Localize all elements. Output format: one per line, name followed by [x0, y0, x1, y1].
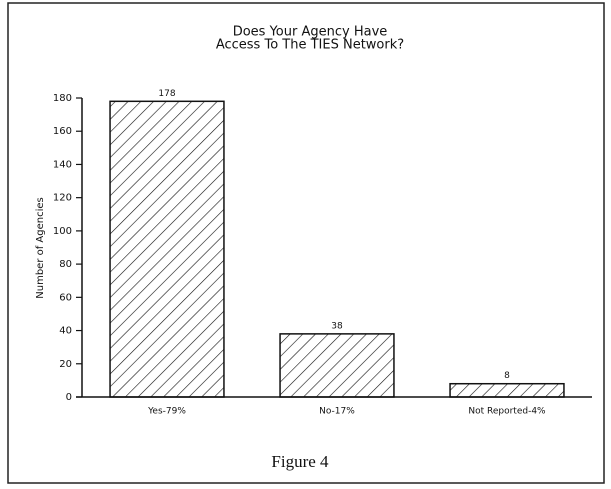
- y-axis-label: Number of Agencies: [35, 197, 46, 298]
- data-label: 178: [158, 89, 175, 99]
- y-tick-label: 0: [66, 392, 72, 403]
- data-label: 8: [504, 371, 510, 381]
- chart-title: Does Your Agency Have: [233, 25, 388, 40]
- y-tick-label: 40: [59, 326, 72, 337]
- y-tick-label: 160: [53, 126, 72, 137]
- x-tick-label: No-17%: [319, 407, 355, 417]
- y-tick-label: 20: [59, 359, 72, 370]
- x-tick-label: Not Reported-4%: [468, 407, 546, 417]
- y-tick-label: 80: [59, 259, 72, 270]
- chart-title: Access To The TIES Network?: [216, 38, 404, 53]
- data-label: 38: [331, 321, 343, 331]
- y-tick-label: 180: [53, 93, 72, 104]
- bar: [109, 100, 225, 398]
- y-tick-label: 100: [53, 226, 72, 237]
- bar: [279, 333, 395, 398]
- x-tick-label: Yes-79%: [147, 407, 186, 417]
- bar: [449, 382, 565, 398]
- caption: Figure 4: [271, 452, 329, 471]
- y-tick-label: 140: [53, 159, 72, 170]
- frame: [7, 2, 605, 484]
- y-tick-label: 120: [53, 193, 72, 204]
- y-tick-label: 60: [59, 292, 72, 303]
